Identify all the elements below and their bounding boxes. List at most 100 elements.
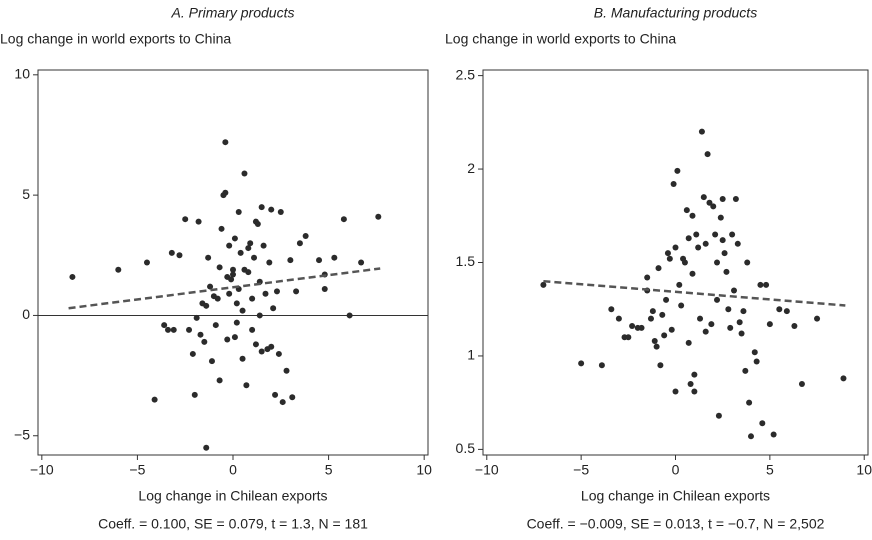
- point: [695, 244, 702, 251]
- point: [702, 328, 709, 335]
- point: [189, 350, 196, 357]
- x-tick-label: −5: [129, 462, 145, 478]
- point: [653, 343, 660, 350]
- point: [249, 326, 256, 333]
- point: [729, 231, 736, 238]
- point: [629, 323, 636, 330]
- y-axis-label: Log change in world exports to China: [0, 31, 231, 47]
- point: [540, 281, 547, 288]
- point: [753, 358, 760, 365]
- point: [666, 255, 673, 262]
- point: [672, 388, 679, 395]
- point: [751, 349, 758, 356]
- point: [757, 281, 764, 288]
- point: [714, 259, 721, 266]
- point: [143, 259, 150, 266]
- point: [736, 319, 743, 326]
- point: [710, 203, 717, 210]
- point: [685, 235, 692, 242]
- point: [725, 306, 732, 313]
- point: [719, 195, 726, 202]
- point: [676, 281, 683, 288]
- point: [293, 288, 300, 295]
- point: [746, 399, 753, 406]
- point: [712, 231, 719, 238]
- point: [231, 235, 238, 242]
- point: [689, 270, 696, 277]
- x-tick-label: 10: [416, 462, 432, 478]
- x-tick-label: −5: [573, 462, 589, 478]
- point: [732, 195, 739, 202]
- x-axis-label: Log change in Chilean exports: [138, 488, 327, 504]
- point: [170, 326, 177, 333]
- point: [224, 336, 231, 343]
- point: [195, 218, 202, 225]
- point: [714, 296, 721, 303]
- plot-frame: [37, 69, 429, 456]
- point: [203, 444, 210, 451]
- y-axis-label: Log change in world exports to China: [445, 31, 676, 47]
- point: [358, 259, 365, 266]
- point: [649, 308, 656, 315]
- point: [218, 225, 225, 232]
- point: [233, 319, 240, 326]
- point: [644, 274, 651, 281]
- point: [655, 265, 662, 272]
- point: [742, 367, 749, 374]
- x-tick-label: 0: [229, 462, 237, 478]
- point: [340, 216, 347, 223]
- point: [268, 206, 275, 213]
- y-tick-label: 0.5: [456, 440, 476, 456]
- point: [277, 208, 284, 215]
- point: [331, 254, 338, 261]
- point: [176, 252, 183, 259]
- y-tick-label: 1.5: [456, 253, 476, 269]
- point: [700, 194, 707, 201]
- point: [672, 244, 679, 251]
- point: [744, 259, 751, 266]
- point: [346, 312, 353, 319]
- point: [289, 394, 296, 401]
- point: [191, 391, 198, 398]
- point: [239, 355, 246, 362]
- point: [268, 343, 275, 350]
- point: [651, 337, 658, 344]
- point: [721, 250, 728, 257]
- point: [731, 287, 738, 294]
- point: [272, 391, 279, 398]
- point: [706, 199, 713, 206]
- point: [207, 283, 214, 290]
- point: [638, 324, 645, 331]
- point: [693, 231, 700, 238]
- fit-line: [68, 267, 381, 310]
- point: [239, 307, 246, 314]
- point: [687, 380, 694, 387]
- point: [702, 240, 709, 247]
- y-tick-label: 2: [467, 160, 475, 176]
- point: [296, 240, 303, 247]
- point: [715, 412, 722, 419]
- point: [661, 332, 668, 339]
- point: [208, 358, 215, 365]
- point: [759, 420, 766, 427]
- point: [316, 257, 323, 264]
- point: [791, 323, 798, 330]
- point: [738, 330, 745, 337]
- panel-subtitle: A. Primary products: [171, 5, 295, 21]
- point: [186, 326, 193, 333]
- point: [241, 170, 248, 177]
- point: [226, 242, 233, 249]
- point: [231, 334, 238, 341]
- point: [678, 302, 685, 309]
- point: [302, 233, 309, 240]
- point: [273, 288, 280, 295]
- point: [783, 308, 790, 315]
- point: [657, 362, 664, 369]
- point: [256, 312, 263, 319]
- point: [840, 375, 847, 382]
- point: [708, 321, 715, 328]
- y-tick-label: 5: [22, 186, 30, 202]
- point: [766, 321, 773, 328]
- point: [763, 281, 770, 288]
- regression-note: Coeff. = −0.009, SE = 0.013, t = −0.7, N…: [527, 516, 825, 532]
